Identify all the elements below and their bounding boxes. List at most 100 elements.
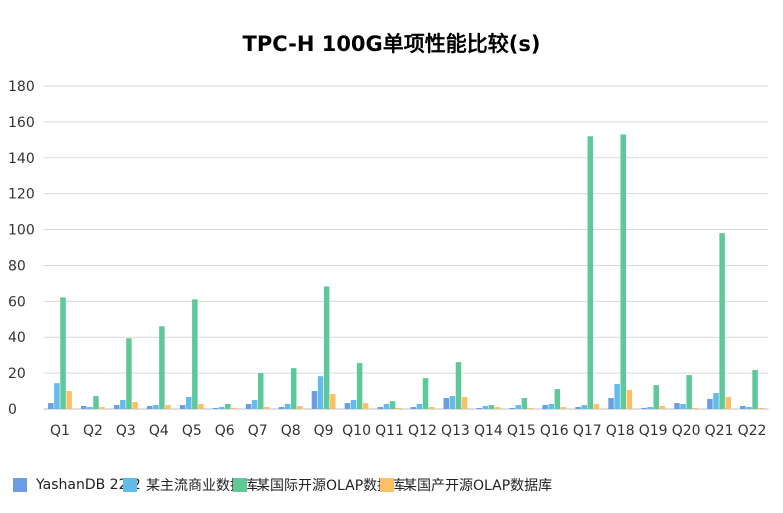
bar	[455, 362, 462, 409]
y-tick-label: 80	[8, 258, 26, 274]
bar	[383, 403, 390, 409]
y-tick-label: 120	[8, 187, 35, 203]
y-tick-label: 60	[8, 294, 26, 310]
bar	[746, 407, 752, 409]
bar	[159, 326, 165, 409]
bar	[54, 383, 60, 409]
bar	[389, 401, 396, 409]
bar	[422, 378, 429, 409]
y-tick-label: 100	[8, 223, 35, 239]
bar	[428, 407, 435, 409]
x-tick-label: Q21	[705, 423, 734, 439]
bar	[482, 405, 489, 409]
bar	[653, 385, 659, 409]
bar	[93, 396, 99, 409]
y-tick-label: 20	[8, 366, 26, 382]
y-tick-label: 140	[8, 151, 35, 167]
x-tick-label: Q9	[314, 423, 334, 439]
bar	[620, 134, 627, 409]
bar	[614, 384, 620, 409]
y-tick-label: 0	[8, 402, 17, 418]
bar	[278, 407, 285, 409]
bar	[719, 233, 725, 409]
x-tick-label: Q5	[182, 423, 202, 439]
x-tick-label: Q18	[606, 423, 635, 439]
y-tick-label: 180	[8, 79, 35, 95]
bar	[377, 407, 384, 409]
legend-label: 某主流商业数据库	[146, 478, 258, 494]
x-tick-label: Q12	[408, 423, 437, 439]
bar	[198, 403, 204, 409]
bar	[527, 407, 534, 409]
legend-item-commercial-db[interactable]: 某主流商业数据库	[123, 476, 258, 494]
bar	[323, 286, 330, 409]
bar	[587, 136, 594, 409]
x-tick-label: Q10	[342, 423, 371, 439]
bar	[99, 407, 105, 409]
bar	[488, 405, 495, 409]
bar	[362, 403, 369, 409]
bar	[356, 363, 363, 409]
legend-label: 某国产开源OLAP数据库	[403, 478, 553, 494]
legend-swatch	[380, 478, 394, 492]
x-tick-label: Q8	[281, 423, 301, 439]
bar	[713, 393, 719, 409]
bar	[245, 403, 252, 409]
x-tick-label: Q13	[441, 423, 470, 439]
chart-title: TPC-H 100G单项性能比较(s)	[242, 32, 541, 56]
x-tick-label: Q14	[474, 423, 503, 439]
bar	[542, 405, 548, 409]
bar	[581, 405, 587, 409]
bar	[231, 407, 237, 409]
bar	[344, 403, 351, 409]
x-tick-label: Q19	[639, 423, 668, 439]
bar	[317, 376, 324, 409]
bar	[494, 407, 501, 409]
bar	[521, 398, 528, 409]
x-tick-label: Q3	[116, 423, 136, 439]
x-tick-label: Q20	[672, 423, 701, 439]
x-tick-label: Q1	[50, 423, 70, 439]
bar	[476, 407, 482, 409]
bar	[575, 407, 581, 409]
bar	[165, 405, 171, 409]
legend-item-intl-olap[interactable]: 某国际开源OLAP数据库	[233, 476, 405, 494]
bar	[185, 396, 192, 409]
bar	[674, 403, 680, 409]
x-tick-label: Q16	[540, 423, 569, 439]
x-tick-label: Q2	[83, 423, 103, 439]
bar	[395, 407, 402, 409]
bar	[192, 299, 198, 409]
bar	[740, 405, 746, 409]
legend-swatch	[233, 478, 247, 492]
bar	[461, 396, 468, 409]
legend-item-yashandb[interactable]: YashanDB 22.2	[13, 476, 141, 494]
x-tick-label: Q22	[738, 423, 767, 439]
bar	[60, 297, 66, 409]
legend-item-domestic-olap[interactable]: 某国产开源OLAP数据库	[380, 476, 552, 494]
y-tick-label: 40	[8, 330, 26, 346]
bar	[153, 405, 159, 409]
legend-label: YashanDB 22.2	[36, 477, 141, 493]
bar	[218, 407, 225, 409]
bar	[297, 405, 303, 409]
bar	[48, 403, 54, 409]
bar	[311, 391, 318, 409]
bar	[758, 407, 764, 409]
x-tick-label: Q6	[215, 423, 235, 439]
bar	[251, 400, 258, 409]
x-tick-label: Q7	[248, 423, 268, 439]
bar	[647, 407, 653, 409]
bar	[290, 368, 297, 409]
bar	[126, 338, 132, 409]
bar	[752, 370, 758, 409]
bar	[410, 407, 417, 409]
bar	[686, 375, 692, 409]
bar	[212, 407, 219, 409]
bar	[449, 396, 456, 409]
bar	[120, 400, 126, 409]
bar	[258, 373, 264, 409]
bar	[443, 398, 450, 409]
legend-swatch	[123, 478, 137, 492]
